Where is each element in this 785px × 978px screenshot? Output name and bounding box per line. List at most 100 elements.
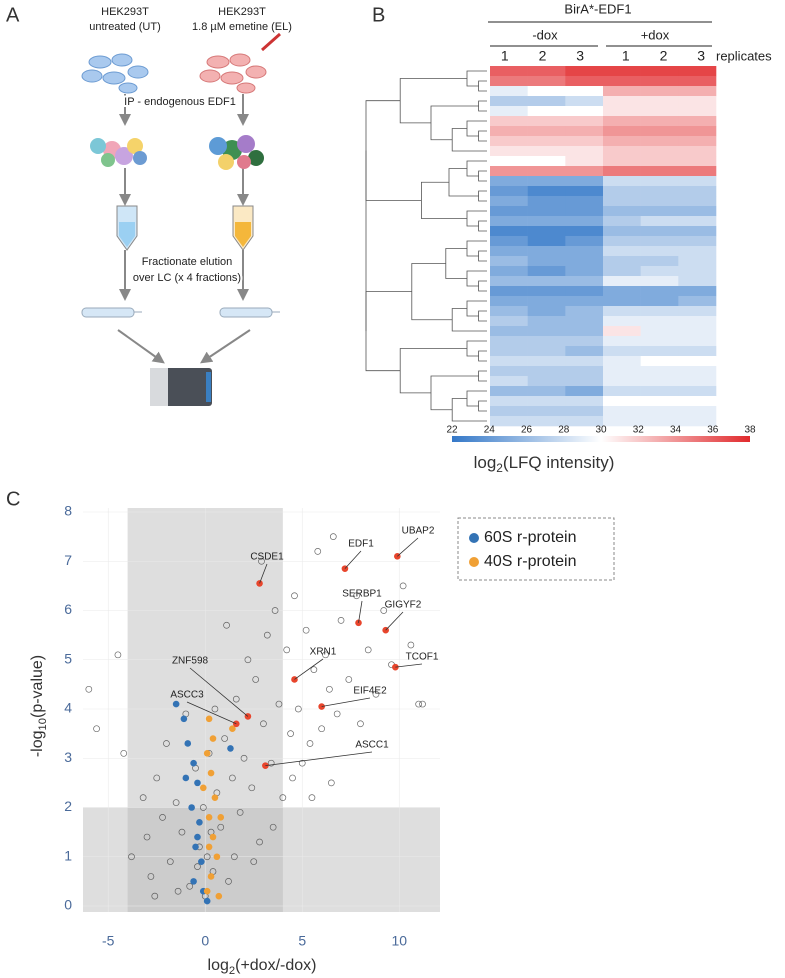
colorbar-tick-label: 36 bbox=[707, 425, 719, 436]
heatmap-cell bbox=[490, 336, 528, 347]
highlight-point bbox=[184, 740, 192, 747]
heatmap-cell bbox=[490, 66, 528, 77]
heatmap-cell bbox=[603, 376, 641, 387]
heatmap-cell bbox=[565, 326, 604, 337]
complex-untreated bbox=[90, 138, 147, 167]
point bbox=[333, 710, 341, 718]
highlight-point bbox=[194, 779, 201, 787]
heatmap-cell bbox=[678, 156, 717, 167]
point bbox=[85, 685, 93, 693]
heatmap-cell bbox=[678, 196, 717, 207]
heatmap-cell bbox=[565, 206, 604, 217]
heatmap-cell bbox=[527, 76, 566, 87]
heatmap-cell bbox=[527, 66, 566, 77]
heatmap-cell bbox=[678, 336, 717, 347]
heatmap-cell bbox=[490, 406, 528, 417]
heatmap-cell bbox=[565, 136, 604, 147]
colorbar-tick-label: 24 bbox=[484, 425, 496, 436]
heatmap-cell bbox=[640, 76, 679, 87]
step-label: IP - endogenous EDF1 bbox=[124, 96, 236, 108]
heatmap-cell bbox=[678, 206, 717, 217]
highlight-point bbox=[229, 725, 236, 732]
highlight-point bbox=[205, 843, 213, 851]
heatmap-cell bbox=[565, 226, 604, 237]
x-axis-label-sub: 2 bbox=[229, 965, 235, 977]
heatmap-cell bbox=[490, 356, 528, 367]
leader-line bbox=[294, 658, 324, 680]
point bbox=[211, 705, 219, 713]
heatmap-cell bbox=[603, 356, 641, 367]
threshold-band bbox=[83, 807, 440, 912]
leader-line bbox=[358, 600, 363, 623]
dendrogram-branch bbox=[478, 100, 487, 112]
heatmap-cell bbox=[678, 136, 717, 147]
highlight-point bbox=[207, 873, 215, 880]
heatmap-cell bbox=[565, 386, 604, 397]
heatmap-cell bbox=[565, 96, 604, 107]
heatmap-cell bbox=[565, 116, 604, 127]
heatmap-cell bbox=[678, 96, 717, 107]
highlight-point bbox=[203, 887, 211, 895]
dendrogram-branch bbox=[466, 240, 487, 257]
heatmap-cell bbox=[565, 196, 604, 207]
heatmap-cell bbox=[678, 166, 717, 177]
heatmap-cell bbox=[490, 136, 528, 147]
heatmap-cell bbox=[490, 366, 528, 377]
heatmap-cell bbox=[565, 256, 604, 267]
colorbar-tick-label: 38 bbox=[744, 425, 756, 436]
heatmap-cell bbox=[565, 126, 604, 137]
point bbox=[275, 700, 283, 708]
point bbox=[345, 676, 353, 683]
heatmap-cell bbox=[565, 336, 604, 347]
legend-swatch bbox=[469, 557, 479, 567]
highlight-point bbox=[205, 715, 213, 723]
leader-line bbox=[321, 697, 371, 707]
dendrogram-branch bbox=[466, 390, 487, 407]
heatmap-cell bbox=[678, 66, 717, 77]
heatmap-cell bbox=[640, 136, 679, 147]
point bbox=[236, 809, 244, 816]
point bbox=[252, 676, 260, 683]
heatmap-cell bbox=[678, 376, 717, 387]
heatmap-cell bbox=[678, 116, 717, 127]
heatmap-cell bbox=[640, 396, 679, 407]
point bbox=[263, 631, 271, 639]
heatmap-cell bbox=[603, 96, 641, 107]
point bbox=[318, 725, 325, 733]
x-tick-label: -5 bbox=[102, 933, 115, 949]
y-axis-label-part: -log bbox=[29, 730, 46, 757]
dendrogram-branch bbox=[421, 181, 467, 219]
heatmap-cell bbox=[490, 156, 528, 167]
highlight-point bbox=[217, 814, 225, 821]
dendrogram-branch bbox=[478, 310, 487, 322]
heatmap-cell bbox=[565, 246, 604, 257]
dendrogram-branch bbox=[478, 250, 487, 262]
heatmap-cell bbox=[527, 86, 566, 97]
heatmap-cell bbox=[527, 116, 566, 127]
heatmap-cell bbox=[527, 236, 566, 247]
point bbox=[199, 804, 207, 811]
point bbox=[194, 863, 201, 870]
highlight-point bbox=[207, 769, 215, 777]
cells-untreated bbox=[81, 53, 149, 94]
heatmap-cell bbox=[565, 66, 604, 77]
heatmap-cell bbox=[490, 196, 528, 207]
workflow-diagram: HEK293T untreated (UT) HEK293T 1.8 µM em… bbox=[81, 6, 292, 406]
column-label: 1 bbox=[622, 48, 630, 64]
heatmap-cell bbox=[527, 306, 566, 317]
point bbox=[93, 725, 100, 733]
colorbar-label-part: (LFQ intensity) bbox=[503, 453, 614, 472]
heatmap-cell bbox=[565, 176, 604, 187]
panel-label: C bbox=[6, 488, 20, 510]
y-axis-label: -log10(p-value) bbox=[29, 655, 49, 757]
colorbar-label-sub: 2 bbox=[496, 461, 503, 475]
heatmap-cell bbox=[565, 266, 604, 277]
heatmap-cell bbox=[527, 346, 566, 357]
highlight-point bbox=[182, 774, 190, 782]
point bbox=[178, 828, 186, 836]
heatmap-cell bbox=[640, 156, 679, 167]
heatmap-cell bbox=[490, 276, 528, 287]
legend-label: 60S r-protein bbox=[484, 529, 577, 546]
point bbox=[291, 592, 298, 600]
x-tick-label: 5 bbox=[298, 933, 306, 949]
